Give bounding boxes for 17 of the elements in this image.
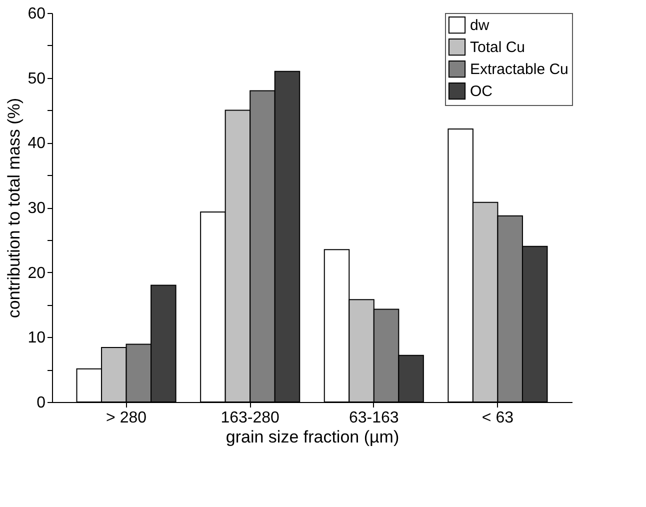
y-tick-label: 10 (28, 330, 46, 347)
legend-label: Total Cu (470, 39, 526, 56)
y-tick-label: 30 (28, 200, 46, 217)
y-tick-label: 50 (28, 70, 46, 88)
x-tick-label: < 63 (482, 410, 514, 426)
y-tick-label: 40 (28, 135, 46, 152)
legend-label: OC (470, 83, 493, 100)
legend-label: Extractable Cu (470, 61, 568, 78)
x-axis-title: grain size fraction (µm) (226, 428, 400, 446)
y-tick-label: 0 (36, 394, 46, 412)
x-tick-label: > 280 (106, 410, 147, 426)
y-axis-title: contribution to total mass (%) (4, 98, 24, 318)
y-tick-label: 60 (28, 6, 46, 22)
y-tick-label: 20 (28, 264, 46, 282)
legend-label: dw (470, 17, 490, 34)
x-tick-label: 163-280 (220, 410, 280, 426)
x-tick-label: 63-163 (348, 410, 399, 426)
